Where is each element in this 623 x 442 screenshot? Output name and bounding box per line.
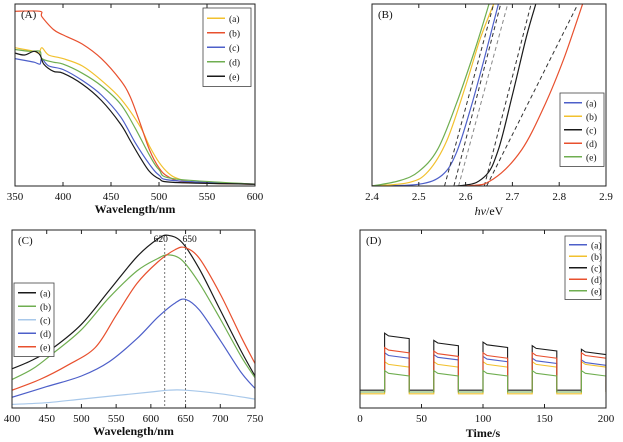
x-axis-label: Wavelength/nm (95, 202, 176, 216)
series-line-c (15, 58, 255, 185)
plot-frame (371, 3, 607, 187)
x-tick-label: 700 (212, 413, 229, 425)
x-tick-label: 2.8 (552, 191, 566, 203)
legend-label: (a) (40, 288, 51, 299)
x-tick-label: 400 (4, 413, 21, 425)
legend-label: (c) (40, 315, 51, 326)
legend-label: (d) (586, 139, 597, 150)
x-tick-label: 2.5 (412, 191, 426, 203)
fit-line (453, 4, 502, 186)
series-line-e (12, 246, 255, 391)
panel-label: (D) (366, 235, 382, 247)
x-tick-label: 200 (598, 413, 615, 425)
legend-label: (d) (591, 275, 602, 286)
x-axis-label: Time/s (466, 426, 501, 440)
x-tick-label: 600 (143, 413, 160, 425)
series-line-d (15, 48, 255, 185)
series-line-b (15, 10, 255, 185)
series-line-b (372, 4, 495, 186)
x-axis-label: Wavelength/nm (93, 424, 174, 438)
x-tick-label: 100 (475, 413, 492, 425)
series-line-c (12, 389, 255, 405)
x-tick-label: 2.4 (365, 191, 379, 203)
series-line-c (372, 4, 537, 186)
legend-label: (e) (40, 342, 51, 353)
series-line-d (12, 298, 255, 398)
x-tick-label: 750 (247, 413, 264, 425)
legend-label: (e) (591, 286, 602, 297)
x-tick-label: 50 (416, 413, 428, 425)
peak-annotation: 650 (182, 235, 197, 245)
legend-label: (a) (586, 98, 597, 109)
series-line-a (372, 4, 499, 186)
series-line-c (360, 332, 606, 391)
x-tick-label: 500 (151, 191, 168, 203)
fit-line (444, 4, 495, 186)
plot-frame (11, 229, 256, 409)
x-tick-label: 600 (247, 191, 264, 203)
legend-label: (e) (586, 152, 597, 163)
legend-label: (b) (40, 302, 51, 313)
x-tick-label: 550 (199, 191, 216, 203)
x-tick-label: 2.9 (599, 191, 613, 203)
x-tick-label: 150 (536, 413, 553, 425)
series-line-e (372, 4, 490, 186)
chart-panel-a: 350 400 450 500 550 600 (A) (a) (b) (c) (d) (e) Wave… (7, 3, 264, 216)
legend-label: (b) (229, 28, 240, 39)
legend-label: (c) (591, 263, 602, 274)
x-tick-label: 450 (103, 191, 120, 203)
chart-panel-c: 400 450 500 550 600 650 700 750 (C) (a) (b) (c) (d) (… (4, 229, 264, 438)
fit-line (483, 4, 532, 186)
legend-label: (c) (586, 125, 597, 136)
x-axis-label-unit: /eV (486, 204, 504, 218)
x-tick-label: 2.7 (506, 191, 520, 203)
x-tick-label: 350 (7, 191, 24, 203)
series-line-e (360, 369, 606, 393)
chart-panel-b: 2.4 2.5 2.6 2.7 2.8 2.9 (B) (a) (b) (c) (d) (e) hν/e… (365, 3, 613, 218)
peak-annotation: 620 (154, 235, 169, 245)
fit-line (486, 4, 579, 186)
x-tick-label: 650 (177, 413, 194, 425)
x-axis-label: hν/eV (475, 204, 504, 218)
legend-label: (d) (229, 57, 240, 68)
panel-label: (A) (21, 9, 37, 21)
legend-label: (b) (591, 252, 602, 263)
panel-label: (B) (378, 9, 393, 21)
x-tick-label: 450 (38, 413, 55, 425)
legend-label: (c) (229, 43, 240, 54)
x-tick-label: 500 (73, 413, 90, 425)
plot-frame (14, 3, 256, 187)
legend-label: (a) (229, 14, 240, 25)
legend-label: (a) (591, 240, 602, 251)
legend-label: (d) (40, 329, 51, 340)
x-tick-label: 2.6 (459, 191, 473, 203)
chart-panel-d: 0 50 100 150 200 (D) (a)(b)(c)(d)(e) Time/s (357, 229, 615, 440)
fit-line (458, 4, 509, 186)
x-tick-label: 400 (55, 191, 72, 203)
x-axis-label-italic: hν (475, 204, 487, 218)
legend-label: (e) (229, 72, 240, 83)
legend-label: (b) (586, 112, 597, 123)
panel-label: (C) (18, 235, 33, 247)
series-line-d (372, 4, 584, 186)
x-tick-label: 0 (357, 413, 363, 425)
x-tick-label: 550 (108, 413, 125, 425)
series-line-e (15, 50, 255, 185)
